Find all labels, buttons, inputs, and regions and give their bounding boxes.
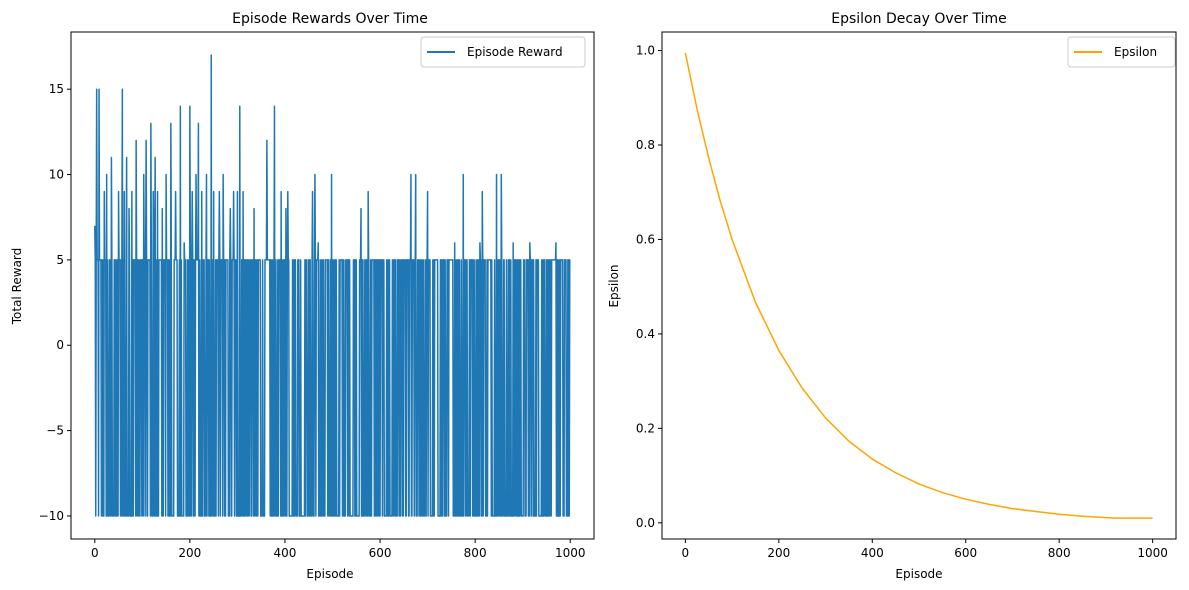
- rewards-x-tick-label: 800: [464, 546, 487, 560]
- rewards-x-tick-label: 0: [91, 546, 99, 560]
- epsilon-chart-title: Epsilon Decay Over Time: [831, 11, 1007, 27]
- epsilon-legend-label: Epsilon: [1114, 45, 1157, 59]
- rewards-chart-title: Episode Rewards Over Time: [232, 11, 428, 27]
- epsilon-y-tick-label: 0.6: [636, 232, 655, 246]
- epsilon-line: [684, 52, 1153, 519]
- epsilon-legend: Epsilon: [1067, 36, 1176, 68]
- epsilon-x-tick-label: 0: [682, 546, 690, 560]
- epsilon-y-tick-label: 1.0: [636, 44, 655, 58]
- epsilon-x-axis-label: Episode: [895, 567, 942, 581]
- epsilon-x-tick-label: 200: [767, 546, 790, 560]
- epsilon-y-tick-label: 0.2: [636, 421, 655, 435]
- rewards-y-tick-label: −5: [46, 424, 64, 438]
- rewards-y-tick-label: 5: [56, 253, 64, 267]
- rewards-y-axis-label: Total Reward: [10, 248, 24, 326]
- epsilon-series-group: [684, 52, 1153, 519]
- epsilon-y-axis-label: Epsilon: [607, 264, 621, 307]
- rewards-plot-area: [70, 31, 595, 540]
- rewards-x-tick-label: 400: [274, 546, 297, 560]
- rewards-axes-frame: [70, 31, 595, 540]
- epsilon-y-ticks: 0.0 0.2 0.4 0.6 0.8 1.0: [636, 44, 662, 530]
- rewards-y-tick-label: 15: [49, 82, 64, 96]
- epsilon-axes-frame: [661, 31, 1177, 540]
- rewards-x-tick-label: 1000: [555, 546, 586, 560]
- rewards-series-group: [94, 54, 571, 517]
- epsilon-y-tick-label: 0.0: [636, 516, 655, 530]
- rewards-x-axis-label: Episode: [306, 567, 353, 581]
- epsilon-x-tick-label: 400: [861, 546, 884, 560]
- rewards-x-tick-label: 600: [369, 546, 392, 560]
- rewards-y-tick-label: −10: [39, 509, 64, 523]
- rewards-x-ticks: 0 200 400 600 800 1000: [91, 539, 586, 560]
- epsilon-x-tick-label: 1000: [1137, 546, 1168, 560]
- epsilon-legend-box: [1067, 36, 1176, 68]
- rewards-y-tick-label: 0: [56, 338, 64, 352]
- rewards-y-ticks: −10 −5 0 5 10 15: [39, 82, 71, 523]
- epsilon-y-tick-label: 0.8: [636, 138, 655, 152]
- epsilon-plot-area: [661, 31, 1177, 540]
- rewards-panel: Episode Rewards Over Time 0 200 400 600 800 1…: [10, 11, 595, 581]
- rewards-x-tick-label: 200: [178, 546, 201, 560]
- rewards-legend-label: Episode Reward: [467, 45, 563, 59]
- epsilon-x-tick-label: 600: [954, 546, 977, 560]
- rewards-y-tick-label: 10: [49, 168, 64, 182]
- rewards-legend: Episode Reward: [420, 36, 586, 68]
- epsilon-panel: Epsilon Decay Over Time 0 200 400 600 800 100…: [607, 11, 1177, 581]
- epsilon-x-ticks: 0 200 400 600 800 1000: [682, 539, 1168, 560]
- epsilon-y-tick-label: 0.4: [636, 327, 655, 341]
- epsilon-x-tick-label: 800: [1048, 546, 1071, 560]
- episode-reward-line: [94, 54, 571, 517]
- rewards-legend-box: [420, 36, 586, 68]
